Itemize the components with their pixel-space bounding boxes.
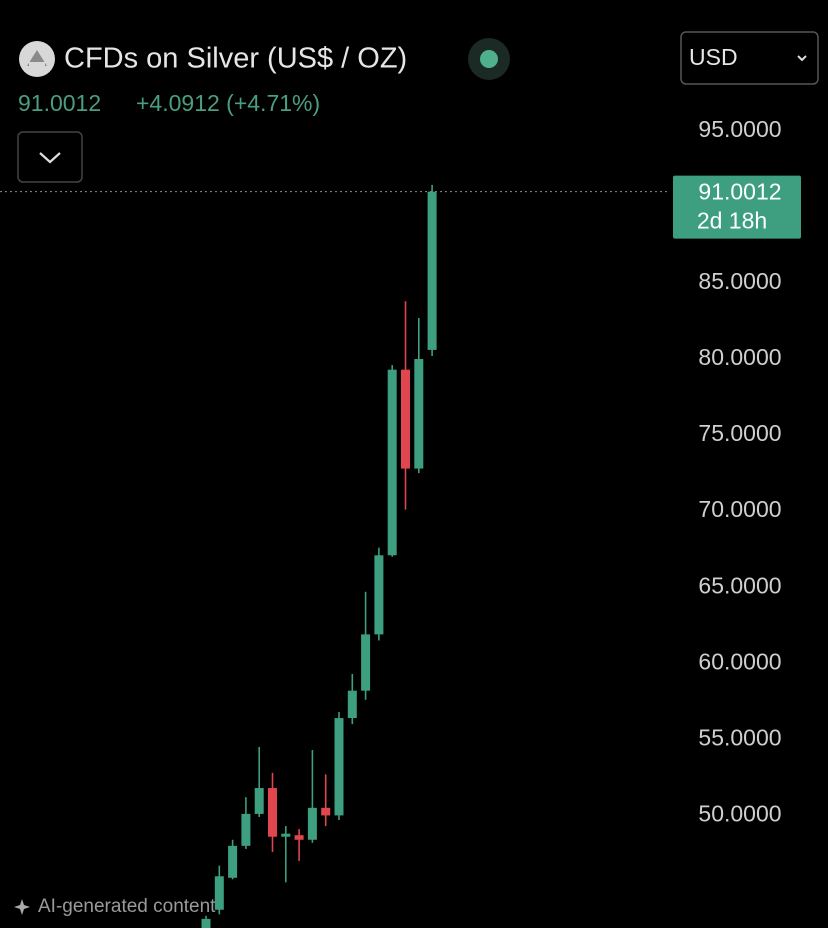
candle-body xyxy=(387,369,397,556)
candle-body xyxy=(401,369,410,469)
countdown-label: 2d 18h xyxy=(697,208,767,234)
candle-body xyxy=(307,807,317,840)
last-price-label: 91.0012 xyxy=(698,179,781,205)
currency-select[interactable]: USD xyxy=(680,31,819,85)
candle-body xyxy=(294,835,304,840)
logo xyxy=(19,41,55,77)
candle-body xyxy=(334,718,344,816)
candle-body xyxy=(241,813,251,846)
candles xyxy=(201,184,437,928)
collapse-button[interactable] xyxy=(17,131,83,183)
y-tick-label: 75.0000 xyxy=(698,420,781,446)
candle-body xyxy=(268,788,277,837)
chart-title: CFDs on Silver (US$ / OZ) xyxy=(64,43,407,75)
status-dot xyxy=(480,50,498,68)
last-price-tag xyxy=(673,175,801,239)
candle-body xyxy=(347,690,357,719)
ai-note: AI-generated content xyxy=(38,896,216,917)
y-tick-label: 80.0000 xyxy=(698,344,781,370)
y-tick-label: 95.0000 xyxy=(698,116,781,142)
candle-body xyxy=(321,807,331,816)
candle-body xyxy=(281,833,291,837)
candle-body xyxy=(214,876,224,910)
footer: AI-generated content xyxy=(14,896,216,917)
y-tick-label: 65.0000 xyxy=(698,572,781,598)
price-change: +4.0912 (+4.71%) xyxy=(136,90,320,116)
y-tick-label: 55.0000 xyxy=(698,724,781,750)
y-tick-label: 85.0000 xyxy=(698,268,781,294)
candle-body xyxy=(414,359,424,469)
y-axis: 50.0000 55.0000 60.0000 65.0000 70.0000 75.00… xyxy=(672,116,782,827)
candle-body xyxy=(201,918,211,928)
y-tick-label: 60.0000 xyxy=(698,648,781,674)
candle-body xyxy=(361,634,371,691)
y-tick-label: 50.0000 xyxy=(698,801,781,827)
candle-body xyxy=(228,845,238,878)
price: 91.0012 xyxy=(18,90,101,116)
y-tick-label: 70.0000 xyxy=(698,496,781,522)
last-price: 91.0012 2d 18h xyxy=(0,175,801,239)
candle-body xyxy=(374,555,384,635)
candle-body xyxy=(254,788,264,814)
currency-label: USD xyxy=(689,44,738,70)
candle-body xyxy=(427,191,437,350)
